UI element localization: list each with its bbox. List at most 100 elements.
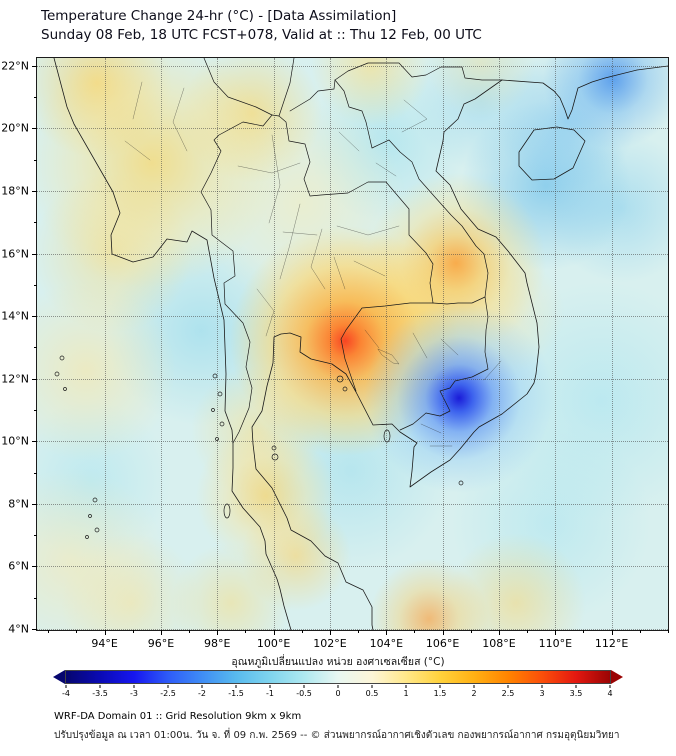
colorbar-tick-label: 3.5 <box>569 689 583 698</box>
x-major-tick <box>555 630 557 635</box>
province-boundary <box>483 360 502 381</box>
coastline-west-peninsula-myanmar <box>53 58 292 630</box>
x-tick-label: 106°E <box>425 637 460 650</box>
colorbar-tick-mark <box>99 685 101 688</box>
colorbar-tick-label: -2.5 <box>160 689 176 698</box>
x-tick-label: 110°E <box>538 637 573 650</box>
y-major-tick <box>32 316 37 318</box>
koh-phangan-island <box>271 445 277 451</box>
x-minor-tick <box>132 630 134 633</box>
x-major-tick <box>273 630 275 635</box>
colorbar-tick-mark <box>439 685 441 688</box>
colorbar-tick-label: 2 <box>471 689 477 698</box>
colorbar-tick-mark <box>507 685 509 688</box>
x-minor-tick <box>48 630 50 633</box>
koh-kut-island <box>342 386 348 392</box>
colorbar-label: อุณหภูมิเปลี่ยนแปลง หน่วย องศาเซลเซียส (… <box>231 656 445 668</box>
province-boundary <box>268 134 281 224</box>
temperature-field <box>37 58 668 630</box>
y-minor-tick <box>34 97 37 99</box>
koh-chang-island <box>336 375 344 383</box>
phu-quoc-island <box>383 429 391 443</box>
y-tick-label: 18°N <box>1 184 29 198</box>
colorbar-tick-mark <box>303 685 305 688</box>
x-minor-tick <box>245 630 247 633</box>
x-minor-tick <box>414 630 416 633</box>
page-title: Temperature Change 24-hr (°C) - [Data As… <box>41 8 397 24</box>
y-minor-tick <box>34 222 37 224</box>
colorbar-tick-mark <box>167 685 169 688</box>
andaman-island <box>63 387 67 391</box>
colorbar-tick-mark <box>405 685 407 688</box>
colorbar-tick-label: -1.5 <box>228 689 244 698</box>
x-minor-tick <box>76 630 78 633</box>
y-major-tick <box>32 253 37 255</box>
border-myanmar-china <box>203 58 273 116</box>
coastline-hainan-island <box>518 126 586 181</box>
province-boundary <box>412 332 428 359</box>
province-boundary <box>124 140 151 161</box>
nicobar-island <box>94 527 100 533</box>
y-major-tick <box>32 65 37 67</box>
y-major-tick <box>32 190 37 192</box>
province-boundary <box>364 329 380 349</box>
colorbar-tick-label: -1 <box>266 689 274 698</box>
mergui-island <box>211 408 215 412</box>
andaman-island <box>54 371 60 377</box>
y-minor-tick <box>34 159 37 161</box>
x-major-tick <box>498 630 500 635</box>
x-minor-tick <box>301 630 303 633</box>
x-tick-label: 112°E <box>594 637 629 650</box>
border-laos-vietnam <box>334 79 489 298</box>
x-minor-tick <box>639 630 641 633</box>
province-boundary <box>256 288 275 337</box>
y-minor-tick <box>34 410 37 412</box>
footer-update-info: ปรับปรุงข้อมูล ณ เวลา 01:00น. วัน จ. ที่… <box>54 730 620 741</box>
y-minor-tick <box>34 597 37 599</box>
x-tick-label: 98°E <box>204 637 231 650</box>
border-laos-china <box>289 79 336 112</box>
province-boundary <box>353 260 386 277</box>
y-major-tick <box>32 566 37 568</box>
y-major-tick <box>32 378 37 380</box>
border-myanmar-thailand <box>200 114 280 444</box>
colorbar-tick-label: -4 <box>62 689 70 698</box>
x-tick-label: 102°E <box>313 637 347 650</box>
nicobar-island <box>85 535 89 539</box>
x-tick-label: 96°E <box>147 637 175 650</box>
province-boundary <box>279 203 301 280</box>
colorbar-tick-label: 4 <box>607 689 613 698</box>
y-tick-label: 8°N <box>8 497 29 511</box>
x-minor-tick <box>668 630 669 633</box>
colorbar-tick-mark <box>473 685 475 688</box>
page-subtitle: Sunday 08 Feb, 18 UTC FCST+078, Valid at… <box>41 27 482 43</box>
province-boundary <box>237 162 301 174</box>
province-boundary <box>336 225 400 236</box>
border-china-vietnam <box>334 62 503 81</box>
x-major-tick <box>329 630 331 635</box>
colorbar-gradient <box>65 670 611 684</box>
mergui-island <box>217 391 223 397</box>
province-boundary <box>333 256 346 290</box>
border-laos-cambodia <box>432 296 486 305</box>
colorbar-left-arrow-icon <box>53 670 65 684</box>
border-thailand-laos <box>278 115 434 304</box>
x-tick-label: 108°E <box>482 637 516 650</box>
x-major-tick <box>104 630 106 635</box>
mergui-island <box>212 373 218 379</box>
y-major-tick <box>32 128 37 130</box>
x-minor-tick <box>470 630 472 633</box>
x-tick-label: 100°E <box>256 637 291 650</box>
title-block: Temperature Change 24-hr (°C) - [Data As… <box>41 7 482 45</box>
province-boundary <box>310 228 326 290</box>
y-tick-label: 20°N <box>1 121 29 135</box>
footer-domain-info: WRF-DA Domain 01 :: Grid Resolution 9km … <box>54 711 302 722</box>
colorbar-tick-mark <box>609 685 611 688</box>
mergui-island <box>219 421 225 427</box>
x-tick-label: 94°E <box>91 637 118 650</box>
y-minor-tick <box>34 535 37 537</box>
colorbar-tick-label: 1.5 <box>433 689 447 698</box>
colorbar-tick-label: 1 <box>403 689 409 698</box>
x-major-tick <box>160 630 162 635</box>
border-thailand-cambodia <box>340 302 434 392</box>
